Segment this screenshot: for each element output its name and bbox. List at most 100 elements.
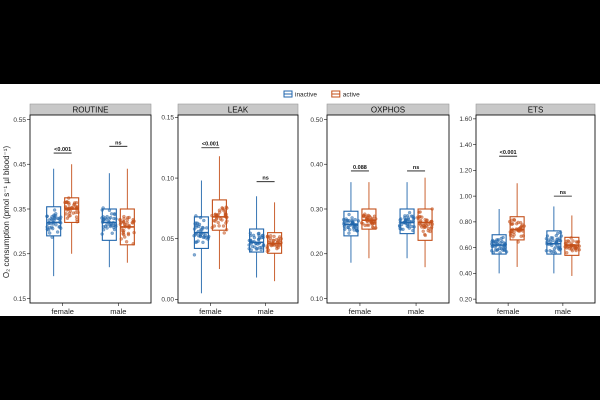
data-point [194,214,198,218]
data-point [118,222,123,226]
box-inactive-male [247,196,266,278]
data-point [544,249,549,253]
data-point [74,215,79,219]
box-active-female [508,183,526,267]
data-point [409,214,414,218]
data-point [207,234,211,239]
data-point [125,221,129,225]
data-point [108,223,112,227]
data-point [353,218,357,222]
x-tick-label-male: male [257,307,273,316]
data-point [573,244,578,248]
y-tick-label: 0.15 [13,296,26,303]
data-point [344,222,348,226]
data-point [201,235,206,240]
y-tick-label: 0.00 [161,297,174,304]
data-point [516,220,520,225]
y-axis-label: O₂ consumption (pmol s⁻¹ µl blood⁻¹) [2,146,11,279]
box-inactive-female [45,168,63,277]
data-point [272,238,276,243]
panels: ROUTINE 0.15 0.25 0.35 0.45 0.55 female male <0.… [13,103,596,316]
data-point [269,243,274,247]
box-active-male [563,215,581,276]
plot-frame [177,114,299,304]
data-point [266,243,270,247]
y-tick-label: 1.20 [459,168,472,175]
data-point [519,228,523,232]
data-point [343,227,347,231]
data-point [266,248,271,252]
data-point [205,226,209,230]
y-tick-label: 0.25 [13,251,26,258]
data-point [100,220,105,224]
y-tick-label: 0.20 [459,296,472,303]
data-point [210,213,214,218]
data-point [50,215,54,219]
data-point [400,222,404,227]
data-point [347,231,351,235]
data-point [571,239,575,243]
x-tick-label-male: male [408,307,424,316]
y-tick-label: 1.00 [459,193,472,200]
data-point [122,217,126,221]
data-point [409,220,413,224]
data-point [127,223,131,228]
data-point [577,248,581,252]
y-tick-label: 0.60 [459,245,472,252]
data-point [570,249,575,253]
data-point [217,224,221,228]
data-point [550,243,554,248]
data-point [499,241,503,245]
data-point [398,218,402,222]
data-point [355,229,359,233]
data-point [112,225,116,230]
data-point [563,241,568,246]
data-point [279,237,283,241]
box-active-female [63,164,80,254]
box-iqr [64,197,80,223]
data-point [59,221,63,225]
y-tick-label: 0.55 [13,117,26,124]
data-point [429,220,433,224]
data-point [196,229,201,234]
data-point [210,226,214,230]
data-point [250,244,255,249]
x-tick-label-male: male [110,307,126,316]
data-point [548,239,552,243]
data-point [195,223,199,228]
data-point [366,213,370,218]
box-active-male [416,177,435,268]
box-active-female [210,156,229,270]
data-point [490,242,494,246]
data-point [201,232,206,236]
y-tick-label: 0.80 [459,219,472,226]
data-point [416,215,420,219]
data-point [47,218,51,222]
data-point [67,201,71,205]
panel-title: ETS [528,106,544,115]
data-point [551,238,555,243]
data-point [64,212,68,216]
y-tick-label: 0.30 [310,206,323,213]
x-tick-label-female: female [199,307,222,316]
panel-ets: ETS 0.20 0.40 0.60 0.80 1.00 1.20 1.40 1.60 femal… [459,103,596,316]
box-inactive-female [490,209,509,274]
data-point [121,220,126,224]
data-point [103,224,108,229]
data-point [112,216,116,221]
panel-title: OXPHOS [371,106,405,115]
data-point [221,206,225,211]
y-tick-label: 0.10 [161,175,174,182]
panel-title: LEAK [228,106,249,115]
y-tick-label: 0.45 [13,162,26,169]
data-point [75,220,79,224]
y-tick-label: 1.60 [459,116,472,123]
data-point [503,242,507,246]
data-point [411,217,416,221]
box-inactive-female [341,182,361,263]
data-point [247,247,251,251]
data-point [493,245,497,249]
data-point [72,203,76,207]
data-point [48,221,53,226]
data-point [420,215,424,219]
